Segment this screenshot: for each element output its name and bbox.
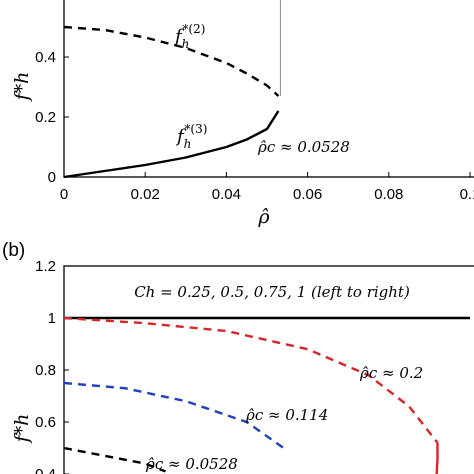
panel-b-series-4: [63, 446, 166, 473]
panel-a-series-1: [63, 110, 280, 179]
panel-a-series: [63, 0, 281, 179]
y-tick-label: 0.4: [35, 466, 56, 474]
panel-b-tag: (b): [2, 240, 25, 261]
annotation-rho-critical-a: ρ̂c ≈ 0.0528: [257, 138, 350, 156]
annotation-rho-critical-black: ρ̂c ≈ 0.0528: [145, 455, 238, 473]
x-tick-label: 0.04: [212, 186, 241, 203]
y-tick-label: 0.4: [35, 49, 56, 66]
annotation-f-h-star-2: fh*(2): [173, 22, 205, 51]
panel-a: 0 0.2 0.4 0 0.02 0.04 0.06 0.08 0.1 f*h ρ̂ fh*(…: [11, 0, 474, 228]
annotation-rho-critical-blue: ρ̂c ≈ 0.114: [245, 406, 328, 424]
x-tick-label: 0.06: [293, 186, 322, 203]
x-tick-label: 0: [60, 186, 68, 203]
x-tick-label: 0.08: [374, 186, 403, 203]
y-tick-label: 0.6: [35, 414, 56, 431]
panel-b-y-axis-label: f*h: [11, 414, 33, 445]
panel-a-y-axis-label: f*h: [11, 72, 33, 103]
y-tick-label: 0: [48, 169, 56, 186]
panel-b: (b) 1.2 1 0.8 0.6 0.4 f*h Ch = 0.25, 0.5, 0.…: [2, 240, 474, 474]
panel-a-y-ticks: 0 0.2 0.4: [35, 49, 69, 186]
panel-a-x-ticks: 0 0.02 0.04 0.06 0.08 0.1: [60, 172, 474, 203]
y-tick-label: 1.2: [35, 258, 56, 275]
panel-b-frame: [63, 265, 474, 474]
panel-a-x-axis-label: ρ̂: [257, 206, 270, 228]
panel-a-frame: [63, 0, 474, 178]
y-tick-label: 1: [48, 310, 56, 327]
y-tick-label: 0.2: [35, 109, 56, 126]
x-tick-label: 0.02: [131, 186, 160, 203]
y-tick-label: 0.8: [35, 362, 56, 379]
panel-b-y-ticks: 1.2 1 0.8 0.6 0.4: [35, 258, 69, 474]
panel-b-series: [63, 316, 470, 474]
annotation-rho-critical-red: ρ̂c ≈ 0.2: [359, 364, 423, 382]
panel-b-legend-text: Ch = 0.25, 0.5, 0.75, 1 (left to right): [134, 283, 410, 301]
panel-a-series-0: [63, 25, 280, 97]
panel-b-series-2: [435, 442, 439, 474]
annotation-f-h-star-3: fh*(3): [175, 122, 207, 151]
x-tick-label: 0.1: [460, 186, 474, 203]
